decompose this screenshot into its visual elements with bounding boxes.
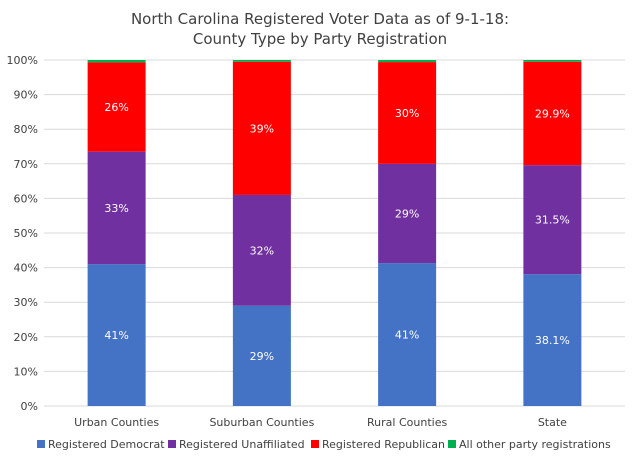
x-axis-category-labels: Urban Counties Suburban Counties Rural Cou…	[74, 416, 567, 429]
bar-segment-registered-unaffiliated	[378, 163, 437, 264]
x-category-label: Suburban Counties	[209, 416, 314, 429]
bar-segment-registered-unaffiliated	[523, 165, 582, 275]
legend-label: All other party registrations	[459, 438, 611, 451]
x-category-label: State	[538, 416, 567, 429]
bar-segment-registered-democrat	[378, 263, 437, 406]
y-tick-label: 20%	[14, 331, 38, 344]
legend-swatch	[311, 440, 319, 448]
data-label: 32%	[250, 244, 274, 257]
data-label: 41%	[104, 329, 128, 342]
legend-swatch	[37, 440, 45, 448]
y-tick-label: 90%	[14, 89, 38, 102]
bar-segment-registered-republican	[87, 62, 146, 152]
bar-segment-registered-republican	[523, 61, 582, 166]
bar-segment-registered-democrat	[523, 274, 582, 406]
x-category-label: Rural Counties	[367, 416, 447, 429]
chart-title-line-1: North Carolina Registered Voter Data as …	[131, 10, 509, 28]
data-label: 30%	[395, 107, 419, 120]
legend-swatch	[168, 440, 176, 448]
data-label: 39%	[250, 122, 274, 135]
y-tick-label: 80%	[14, 123, 38, 136]
legend: Registered Democrat Registered Unaffiliat…	[37, 438, 611, 451]
bar-segment-all-other-party-registrations	[232, 60, 291, 62]
bar-segment-registered-unaffiliated	[232, 194, 291, 306]
bar-segment-registered-unaffiliated	[87, 151, 146, 265]
data-label: 29.9%	[535, 107, 570, 120]
bar-segment-registered-democrat	[232, 305, 291, 406]
chart-title-line-2: County Type by Party Registration	[193, 30, 447, 48]
data-label: 29%	[395, 207, 419, 220]
bars	[87, 60, 582, 406]
data-label: 33%	[104, 202, 128, 215]
data-label: 31.5%	[535, 214, 570, 227]
data-label: 38.1%	[535, 334, 570, 347]
y-tick-label: 40%	[14, 262, 38, 275]
bar-segment-registered-democrat	[87, 264, 146, 406]
y-tick-label: 70%	[14, 158, 38, 171]
legend-swatch	[448, 440, 456, 448]
y-tick-label: 10%	[14, 365, 38, 378]
y-tick-label: 100%	[7, 54, 38, 67]
data-label: 26%	[104, 101, 128, 114]
bar-segment-all-other-party-registrations	[378, 60, 437, 63]
legend-label: Registered Unaffiliated	[179, 438, 305, 451]
bar-segment-registered-republican	[378, 62, 437, 164]
bar-segment-all-other-party-registrations	[87, 60, 146, 63]
data-labels: 41% 33% 26% 29% 32% 39% 41% 29% 30% 38.1% 31.5% 29.…	[104, 101, 569, 363]
x-category-label: Urban Counties	[74, 416, 159, 429]
y-tick-label: 0%	[21, 400, 38, 413]
legend-label: Registered Democrat	[48, 438, 165, 451]
y-axis-tick-labels: 0% 10% 20% 30% 40% 50% 60% 70% 80% 90% 100%	[7, 54, 38, 413]
y-tick-label: 60%	[14, 192, 38, 205]
bar-segment-all-other-party-registrations	[523, 60, 582, 62]
bar-segment-registered-republican	[232, 61, 291, 195]
y-tick-label: 50%	[14, 227, 38, 240]
y-tick-label: 30%	[14, 296, 38, 309]
data-label: 29%	[250, 350, 274, 363]
data-label: 41%	[395, 329, 419, 342]
legend-label: Registered Republican	[322, 438, 445, 451]
